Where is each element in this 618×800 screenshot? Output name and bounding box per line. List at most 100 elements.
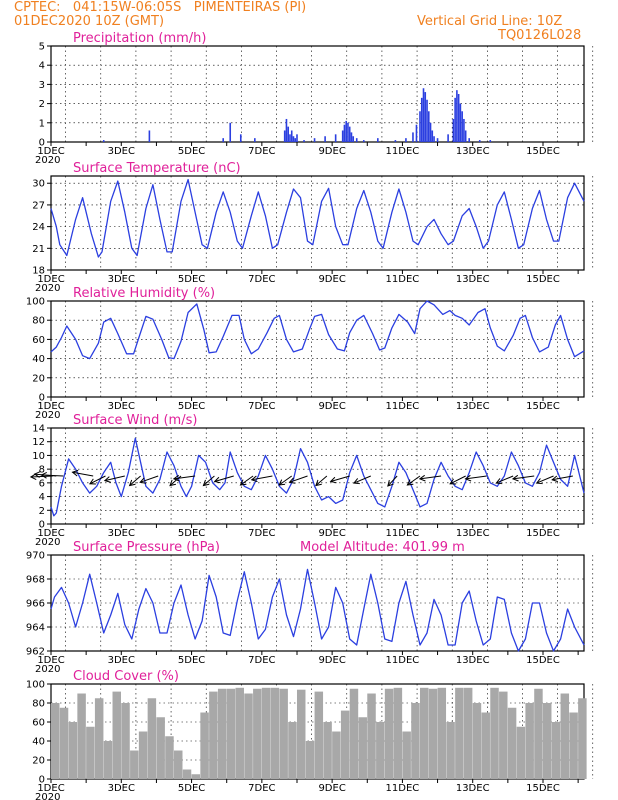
precip-bar — [454, 97, 456, 142]
series-line — [50, 568, 585, 652]
cloud-bar — [481, 712, 490, 779]
wind-arrowhead — [88, 478, 96, 485]
precip-bar — [303, 140, 305, 142]
wind-arrowhead — [278, 479, 286, 486]
wind-vector — [251, 475, 273, 481]
x-tick-label: 7DEC — [248, 528, 275, 539]
precip-bar — [452, 118, 455, 142]
x-tick-label: 11DEC — [386, 401, 420, 412]
wind-arrowhead — [551, 475, 559, 483]
wind-vector — [465, 475, 487, 480]
wind-arrowhead — [213, 476, 221, 484]
precip-bar — [348, 126, 351, 142]
x-tick-label: 13DEC — [456, 655, 490, 666]
cloud-bar — [446, 722, 455, 779]
precip-bar — [377, 138, 379, 142]
wind-vector — [240, 475, 254, 486]
cloud-bar — [384, 688, 394, 779]
x-tick-label: 7DEC — [248, 401, 275, 412]
x-year-label: 2020 — [35, 537, 60, 548]
precip-bar — [222, 138, 224, 142]
wind-arrowhead — [202, 479, 210, 487]
wind-arrowhead — [418, 474, 426, 482]
precip-bar — [347, 122, 349, 142]
precip-bar — [461, 111, 463, 142]
precip-bar — [343, 124, 346, 142]
precip-bar — [424, 92, 427, 142]
precip-bar — [345, 120, 347, 142]
cloud-bar — [376, 722, 385, 779]
wind-arrowhead — [387, 480, 394, 487]
wind-vector — [129, 475, 141, 486]
cloud-bar — [560, 693, 570, 779]
cloud-bar — [455, 687, 464, 779]
x-tick-label: 1DEC — [37, 146, 64, 157]
x-tick-label: 15DEC — [526, 274, 560, 285]
panel-4: 962 964 966 968 970 1DEC 3DEC 5DEC 7DEC 9DEC 11DEC… — [26, 540, 594, 675]
x-tick-label: 3DEC — [108, 401, 135, 412]
y-tick-label: 3 — [39, 80, 45, 91]
cloud-bar — [77, 693, 86, 779]
wind-arrowhead — [40, 471, 47, 479]
cloud-bar — [217, 688, 227, 779]
precip-bar — [429, 122, 432, 142]
precip-bar — [478, 140, 481, 142]
wind-arrowhead — [139, 477, 147, 484]
cloud-bar — [147, 698, 157, 779]
x-tick-label: 3DEC — [108, 783, 135, 794]
y-tick-label: 964 — [26, 623, 45, 634]
x-tick-label: 7DEC — [248, 655, 275, 666]
y-tick-label: 966 — [26, 599, 45, 610]
wind-vector — [41, 474, 64, 477]
cloud-bar — [59, 707, 69, 779]
cloud-bar — [393, 687, 403, 779]
precip-bar — [422, 88, 425, 142]
precip-bar — [405, 138, 407, 142]
series-line — [50, 437, 585, 517]
precip-bar — [292, 136, 295, 142]
x-tick-label: 15DEC — [526, 655, 560, 666]
cloud-bar — [340, 710, 350, 779]
y-tick-label: 18 — [32, 266, 45, 277]
cloud-bar — [314, 691, 324, 779]
wind-vector — [552, 475, 573, 481]
cloud-bar — [182, 769, 192, 779]
wind-vector — [419, 475, 442, 480]
cloud-bar — [411, 703, 420, 779]
cloud-bar — [261, 687, 271, 779]
wind-arrowhead — [71, 469, 79, 477]
cloud-bar — [130, 750, 139, 779]
y-tick-label: 0 — [39, 775, 45, 786]
precip-bar — [426, 99, 428, 142]
y-tick-label: 8 — [39, 465, 45, 476]
x-tick-label: 9DEC — [318, 401, 345, 412]
precip-bar — [436, 138, 439, 142]
x-tick-label: 7DEC — [248, 146, 275, 157]
precip-bar — [456, 90, 458, 142]
cloud-bar — [569, 712, 578, 779]
cloud-bar — [305, 741, 315, 779]
wind-vector — [169, 475, 182, 486]
x-tick-label: 11DEC — [386, 783, 420, 794]
y-tick-label: 962 — [26, 647, 45, 658]
cloud-bar — [156, 717, 165, 779]
panel-title: Cloud Cover (%) — [73, 669, 179, 684]
y-tick-label: 24 — [32, 222, 45, 233]
wind-arrowhead — [128, 479, 136, 487]
wind-arrowhead — [329, 476, 337, 484]
y-tick-label: 5 — [39, 42, 45, 53]
cloud-bar — [507, 707, 517, 779]
x-year-label: 2020 — [35, 410, 60, 421]
y-tick-label: 27 — [32, 200, 45, 211]
cloud-bar — [358, 717, 367, 779]
precip-bar — [394, 140, 397, 142]
precip-bar — [355, 138, 358, 142]
x-tick-label: 13DEC — [456, 528, 490, 539]
cloud-bar — [367, 693, 376, 779]
header-grid-line: Vertical Grid Line: 10Z — [417, 14, 563, 29]
header-model: TQ0126L028 — [498, 28, 582, 43]
cloud-bar — [191, 774, 201, 779]
x-tick-label: 15DEC — [526, 528, 560, 539]
x-tick-label: 7DEC — [248, 274, 275, 285]
x-tick-label: 1DEC — [37, 401, 64, 412]
